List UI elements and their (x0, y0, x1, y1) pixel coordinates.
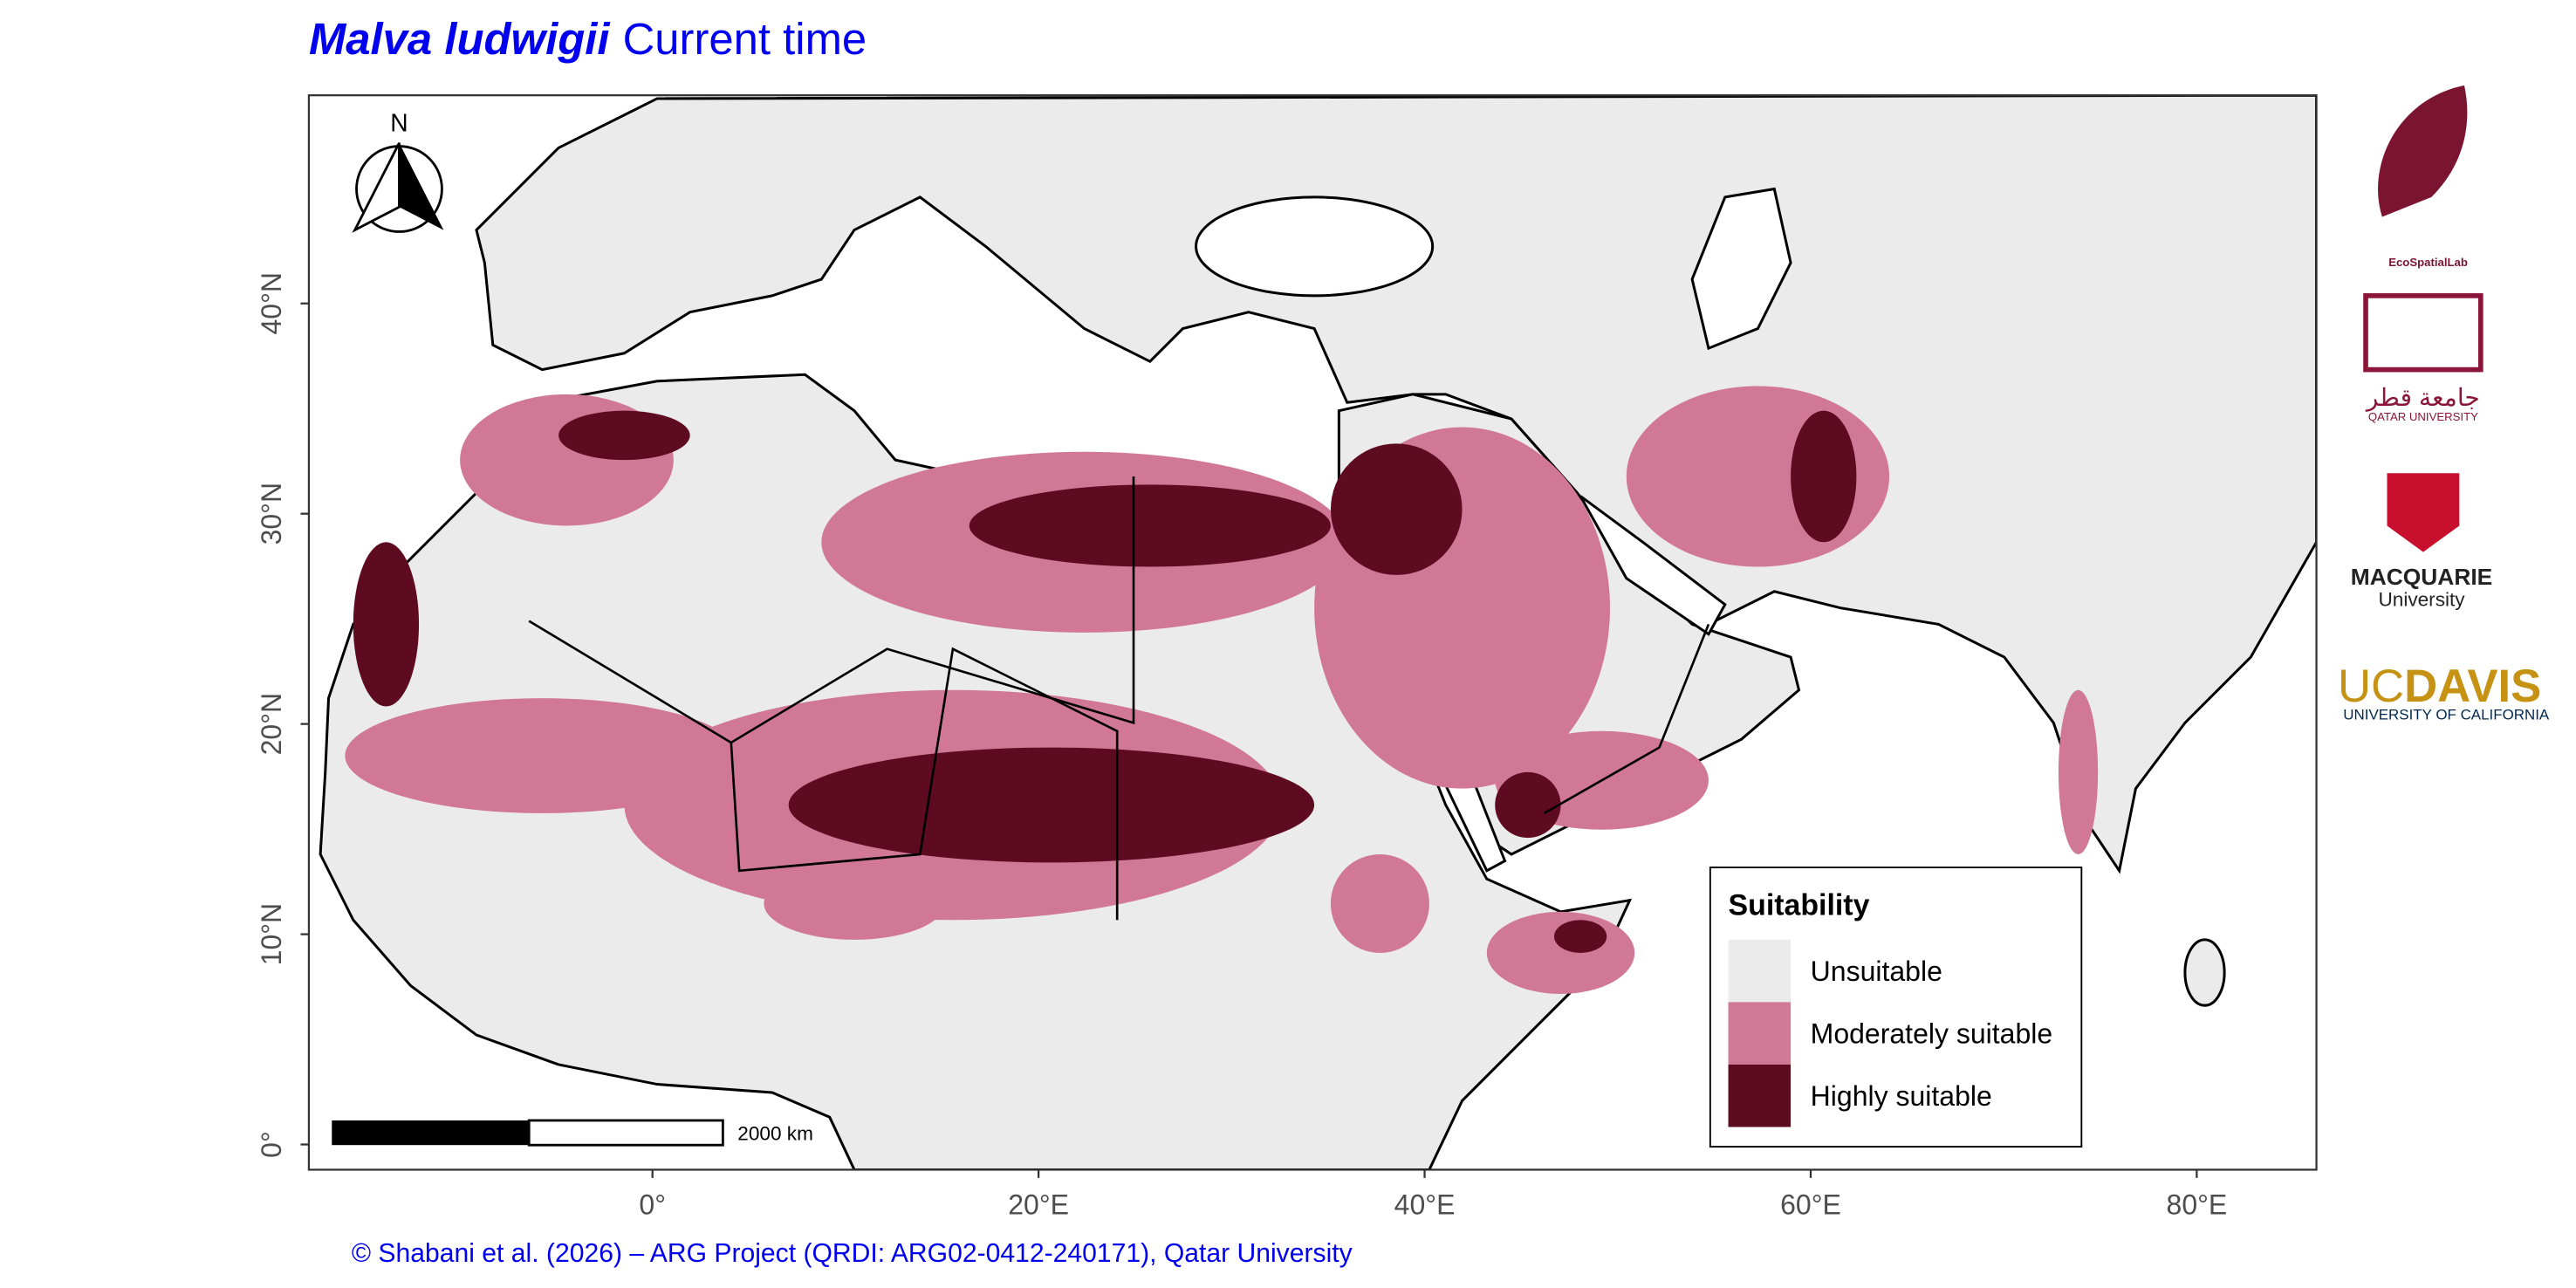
legend-label: Unsuitable (1811, 956, 1942, 987)
sri-lanka (2183, 938, 2226, 1007)
moderate-area (764, 867, 945, 940)
moderate-area (1330, 853, 1429, 953)
scale-bar: 2000 km (332, 1119, 813, 1147)
macquarie-sub: University (2378, 589, 2465, 611)
high-area (1791, 410, 1857, 543)
y-tick-label: 40°N (256, 272, 287, 335)
legend: Suitability Unsuitable Moderately suitabl… (1709, 867, 2083, 1148)
moderate-area (345, 698, 740, 813)
legend-swatch (1728, 1064, 1792, 1127)
y-tick-label: 10°N (256, 903, 287, 966)
legend-title: Suitability (1729, 889, 1870, 922)
high-area (1330, 443, 1463, 575)
north-arrow: N (352, 109, 444, 233)
x-tick-label: 0° (639, 1189, 666, 1220)
north-label: N (390, 109, 408, 137)
black-sea (1195, 195, 1435, 298)
legend-label: Moderately suitable (1811, 1017, 2052, 1049)
caspian-sea (1690, 187, 1792, 351)
borders (730, 647, 1119, 921)
ucdavis-uc: UC (2338, 661, 2404, 712)
species-name: Malva ludwigii (309, 14, 610, 64)
ucdavis-davis: DAVIS (2404, 661, 2541, 712)
high-area (353, 542, 420, 707)
high-area (1553, 920, 1607, 953)
eurasia (475, 95, 2317, 874)
high-area (969, 484, 1331, 567)
ucdavis-logo: UCDAVIS (2338, 661, 2541, 712)
credit: © Shabani et al. (2026) – ARG Project (Q… (352, 1239, 1353, 1268)
logos: EcoSpatialLab جامعة قطر QATAR UNIVERSITY… (2338, 85, 2550, 723)
scale-label: 2000 km (737, 1123, 813, 1145)
y-tick-label: 30°N (256, 483, 287, 545)
high-area (788, 747, 1315, 863)
title: Malva ludwigii Current time (309, 14, 867, 64)
moderate-area (1486, 911, 1635, 995)
ecospatial-logo: EcoSpatialLab (2388, 256, 2468, 269)
qatar-logo-arabic: جامعة قطر (2365, 383, 2480, 412)
x-tick-label: 40°E (1394, 1189, 1456, 1220)
x-tick-label: 20°E (1008, 1189, 1069, 1220)
x-tick-label: 60°E (1780, 1189, 1841, 1220)
moderate-area (2058, 689, 2099, 854)
persian-gulf (1579, 495, 1727, 636)
y-tick-label: 0° (256, 1131, 287, 1158)
legend-swatch (1728, 939, 1792, 1003)
y-tick-label: 20°N (256, 693, 287, 756)
map-panel (308, 95, 2317, 1170)
macquarie-logo: MACQUARIE (2351, 564, 2492, 590)
high-area (558, 410, 690, 461)
borders (528, 476, 1135, 744)
ucdavis-sub: UNIVERSITY OF CALIFORNIA (2343, 707, 2550, 723)
axes: 0° 20°E 40°E 60°E 80°E 0° 10°N 20°N 30°N 40°N (256, 272, 2227, 1220)
legend-swatch (1728, 1002, 1792, 1065)
legend-label: Highly suitable (1811, 1080, 1992, 1112)
qatar-logo: QATAR UNIVERSITY (2368, 410, 2478, 423)
high-area (1495, 771, 1561, 839)
x-tick-label: 80°E (2167, 1189, 2228, 1220)
borders (1544, 623, 1710, 815)
map-frame (307, 94, 2318, 1171)
period: Current time (623, 14, 867, 64)
